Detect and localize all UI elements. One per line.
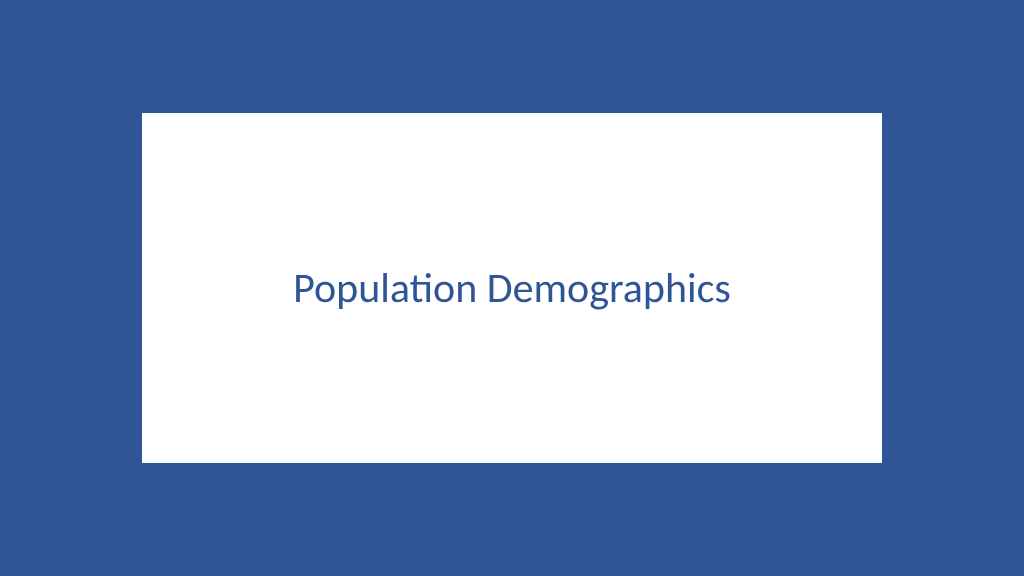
slide-title: Population Demographics [293,263,731,314]
slide-background: Population Demographics [0,0,1024,576]
title-box: Population Demographics [142,113,882,463]
